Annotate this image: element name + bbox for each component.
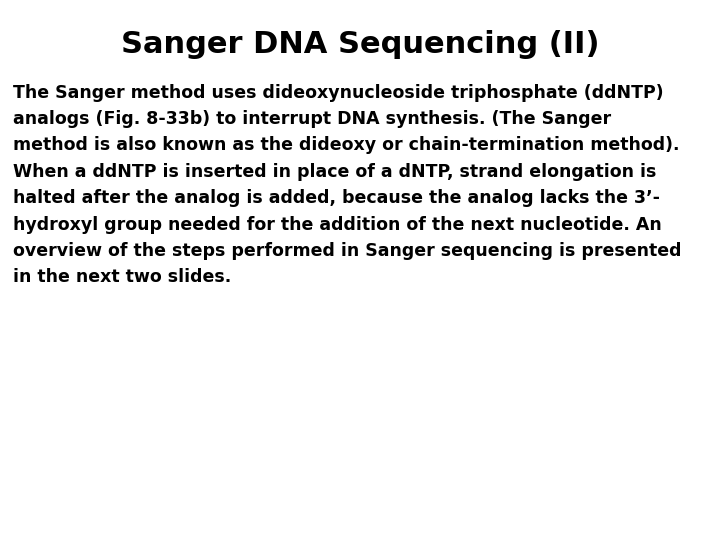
Text: Sanger DNA Sequencing (II): Sanger DNA Sequencing (II) [121,30,599,59]
Text: The Sanger method uses dideoxynucleoside triphosphate (ddNTP)
analogs (Fig. 8-33: The Sanger method uses dideoxynucleoside… [13,84,681,287]
